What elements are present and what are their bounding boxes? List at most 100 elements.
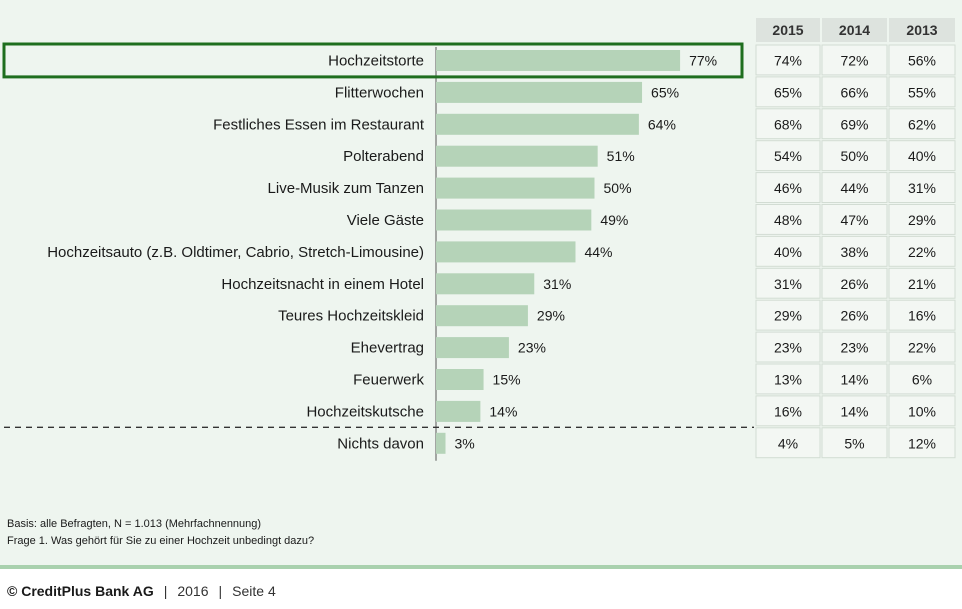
- table-value: 65%: [774, 84, 802, 100]
- table-cell: [821, 172, 888, 204]
- table-value: 56%: [908, 53, 936, 69]
- category-label: Ehevertrag: [351, 340, 424, 357]
- value-label: 3%: [455, 435, 475, 451]
- table-cell: [821, 140, 888, 172]
- table-cell: [821, 427, 888, 459]
- table-cell: [888, 267, 956, 299]
- table-value: 29%: [908, 212, 936, 228]
- table-value: 22%: [908, 244, 936, 260]
- bar: [436, 432, 446, 454]
- table-value: 4%: [778, 435, 798, 451]
- table-cell: [755, 363, 821, 395]
- bar: [436, 50, 681, 71]
- table-header-year: 2015: [772, 22, 803, 38]
- bar: [436, 241, 576, 263]
- footer-company: © CreditPlus Bank AG: [7, 583, 154, 599]
- table-value: 74%: [774, 53, 802, 69]
- table-value: 62%: [908, 116, 936, 132]
- table-value: 10%: [908, 403, 936, 419]
- table-value: 44%: [840, 180, 868, 196]
- table-header-cell: [889, 18, 955, 42]
- table-cell: [821, 395, 888, 427]
- value-label: 29%: [537, 308, 565, 324]
- category-label: Hochzeitsauto (z.B. Oldtimer, Cabrio, St…: [47, 244, 424, 261]
- value-label: 77%: [689, 53, 717, 69]
- basis-note: Basis: alle Befragten, N = 1.013 (Mehrfa…: [7, 518, 262, 530]
- table-value: 38%: [840, 244, 868, 260]
- value-label: 64%: [648, 116, 676, 132]
- table-cell: [888, 44, 956, 76]
- category-label: Nichts davon: [337, 435, 424, 452]
- table-cell: [755, 44, 821, 76]
- value-label: 14%: [489, 403, 517, 419]
- table-cell: [821, 267, 888, 299]
- table-value: 26%: [840, 276, 868, 292]
- category-label: Hochzeitstorte: [328, 53, 424, 70]
- table-cell: [821, 76, 888, 108]
- category-label: Feuerwerk: [353, 372, 424, 389]
- table-value: 69%: [840, 116, 868, 132]
- bar-chart: 2015 2014 2013 Hochzeitstorte 77% 74% 72% 56% Fl…: [2, 18, 956, 461]
- footer: © CreditPlus Bank AG | 2016 | Seite 4: [7, 583, 276, 599]
- table-cell: [755, 331, 821, 363]
- table-value: 68%: [774, 116, 802, 132]
- table-value: 12%: [908, 435, 936, 451]
- bar: [436, 177, 595, 199]
- table-cell: [755, 427, 821, 459]
- table-cell: [888, 299, 956, 331]
- highlight-box: [2, 42, 744, 79]
- question-note: Frage 1. Was gehört für Sie zu einer Hoc…: [7, 535, 315, 547]
- table-value: 22%: [908, 340, 936, 356]
- value-label: 23%: [518, 340, 546, 356]
- table-value: 13%: [774, 372, 802, 388]
- table-cell: [755, 299, 821, 331]
- table-cell: [755, 235, 821, 267]
- table-value: 66%: [840, 84, 868, 100]
- value-label: 50%: [604, 180, 632, 196]
- table-value: 6%: [912, 372, 932, 388]
- table-cell: [821, 331, 888, 363]
- table-value: 14%: [840, 403, 868, 419]
- category-label: Festliches Essen im Restaurant: [213, 116, 425, 133]
- table-value: 55%: [908, 84, 936, 100]
- category-label: Hochzeitskutsche: [306, 403, 424, 420]
- bar: [436, 81, 643, 103]
- category-label: Flitterwochen: [335, 84, 424, 101]
- table-value: 23%: [840, 340, 868, 356]
- table-cell: [821, 235, 888, 267]
- table-value: 46%: [774, 180, 802, 196]
- table-value: 47%: [840, 212, 868, 228]
- table-value: 16%: [774, 403, 802, 419]
- table-cell: [888, 140, 956, 172]
- table-cell: [755, 267, 821, 299]
- table-value: 72%: [840, 53, 868, 69]
- table-cell: [755, 395, 821, 427]
- category-label: Hochzeitsnacht in einem Hotel: [221, 276, 424, 293]
- table-cell: [821, 108, 888, 140]
- bar: [436, 369, 484, 390]
- footer-separator: |: [163, 583, 168, 599]
- table-cell: [821, 44, 888, 76]
- table-cell: [888, 395, 956, 427]
- bar: [436, 113, 639, 135]
- table-cell: [888, 331, 956, 363]
- table-cell: [888, 172, 956, 204]
- table-header-year: 2014: [839, 22, 870, 38]
- category-label: Live-Musik zum Tanzen: [268, 180, 424, 197]
- value-label: 65%: [651, 84, 679, 100]
- category-label: Viele Gäste: [347, 212, 424, 229]
- table-value: 26%: [840, 308, 868, 324]
- value-label: 49%: [600, 212, 628, 228]
- bar: [436, 209, 592, 231]
- value-label: 51%: [607, 148, 635, 164]
- table-value: 40%: [774, 244, 802, 260]
- table-cell: [755, 76, 821, 108]
- table-cell: [755, 204, 821, 235]
- table-value: 29%: [774, 308, 802, 324]
- table-cell: [755, 140, 821, 172]
- category-label: Teures Hochzeitskleid: [278, 308, 424, 325]
- table-cell: [821, 363, 888, 395]
- bar: [436, 145, 598, 167]
- table-value: 31%: [908, 180, 936, 196]
- table-cell: [888, 204, 956, 235]
